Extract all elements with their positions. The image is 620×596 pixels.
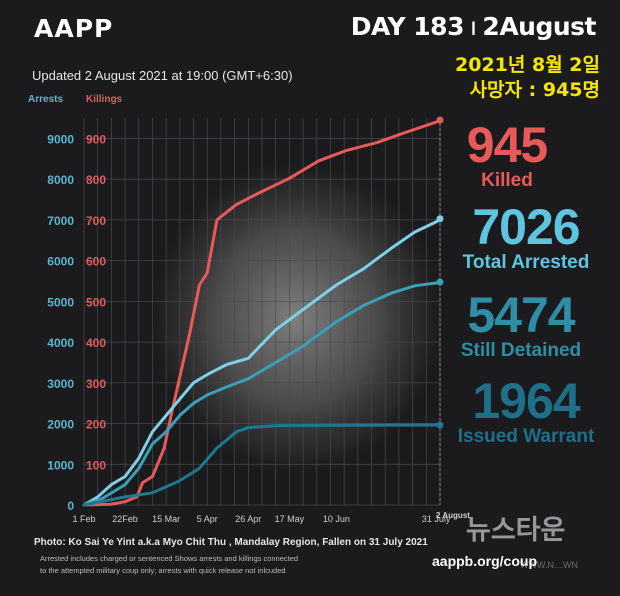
stat-issued-warrant: 1964 Issued Warrant [446, 376, 606, 448]
stat-issued-warrant-value: 1964 [472, 373, 580, 429]
y-left-tick-label: 3000 [47, 377, 74, 391]
day-separator: ı [469, 12, 477, 41]
footnote-line-2: to the attempted military coup only; arr… [40, 566, 286, 575]
y-left-tick-label: 6000 [47, 255, 74, 269]
legend-arrests: Arrests [28, 94, 64, 105]
x-tick-label: 31 July [422, 514, 451, 524]
series-end-point [436, 116, 444, 124]
x-tick-label: 15 Mar [152, 514, 180, 524]
series-end-point [436, 215, 444, 223]
chart-series [82, 116, 444, 507]
footnote-line-1: Arrested includes charged or sentenced S… [40, 554, 299, 563]
y-left-tick-label: 1000 [47, 458, 74, 472]
series-line-total-arrested [82, 217, 442, 507]
y-left-tick-label: 4000 [47, 336, 74, 350]
y-left-tick-label: 2000 [47, 418, 74, 432]
y-right-tick-label: 200 [86, 418, 106, 432]
y-left-tick-label: 7000 [47, 214, 74, 228]
day-counter: DAY 183 ı 2August [350, 12, 597, 41]
footnote: Arrested includes charged or sentenced S… [40, 553, 360, 577]
stat-killed: 945 Killed [452, 120, 562, 192]
stat-issued-warrant-label: Issued Warrant [457, 426, 595, 447]
y-right-tick-label: 600 [86, 255, 106, 269]
photo-credit: Photo: Ko Sai Ye Yint a.k.a Myo Chit Thu… [34, 537, 428, 548]
y-left-tick-label: 0 [67, 499, 74, 513]
x-tick-label: 26 Apr [235, 514, 261, 524]
series-line-still-detained [82, 280, 442, 507]
x-tick-label: 1 Feb [72, 514, 95, 524]
stat-still-detained-value: 5474 [467, 287, 575, 343]
y-right-tick-label: 400 [86, 336, 106, 350]
korean-deaths: 사망자 : 945명 [469, 79, 600, 101]
y-right-tick-label: 900 [86, 132, 106, 146]
x-tick-label: 17 May [275, 514, 305, 524]
stat-still-detained: 5474 Still Detained [446, 290, 596, 362]
stat-killed-label: Killed [481, 170, 533, 191]
day-number: DAY 183 [350, 12, 465, 41]
brand-logo: AAPP [34, 14, 114, 43]
x-tick-label: 22Feb [112, 514, 138, 524]
x-tick-label: 10 Jun [323, 514, 350, 524]
watermark: 뉴스타운 [466, 515, 566, 546]
x-tick-label: 2 August [436, 511, 470, 520]
y-left-tick-label: 5000 [47, 295, 74, 309]
korean-date: 2021년 8월 2일 [455, 54, 600, 76]
stat-total-arrested-value: 7026 [472, 199, 580, 255]
y-left-tick-label: 9000 [47, 132, 74, 146]
series-line-issued-warrant [82, 423, 442, 507]
series-line-killed [82, 118, 442, 507]
chart-grid [83, 118, 441, 506]
series-end-point [436, 278, 444, 286]
y-right-tick-label: 500 [86, 295, 106, 309]
y-right-tick-label: 700 [86, 214, 106, 228]
source-link[interactable]: aappb.org/coup [432, 553, 537, 569]
stat-killed-value: 945 [466, 117, 548, 173]
x-tick-label: 5 Apr [197, 514, 218, 524]
y-left-tick-label: 8000 [47, 173, 74, 187]
y-right-tick-label: 100 [86, 458, 106, 472]
stat-still-detained-label: Still Detained [460, 340, 582, 361]
updated-timestamp: Updated 2 August 2021 at 19:00 (GMT+6:30… [32, 68, 293, 83]
chart-ticks: 0 1000 2000 3000 4000 5000 6000 7000 8000 9000 100… [47, 132, 470, 524]
portrait-photo [146, 158, 446, 478]
y-right-tick-label: 800 [86, 173, 106, 187]
legend-killings: Killings [86, 94, 123, 105]
watermark-url: WWW.N…WN [520, 560, 578, 570]
series-end-point [436, 421, 444, 429]
y-right-tick-label: 300 [86, 377, 106, 391]
day-date: 2August [482, 12, 596, 41]
stat-total-arrested: 7026 Total Arrested [446, 202, 606, 274]
stat-total-arrested-label: Total Arrested [462, 252, 590, 273]
